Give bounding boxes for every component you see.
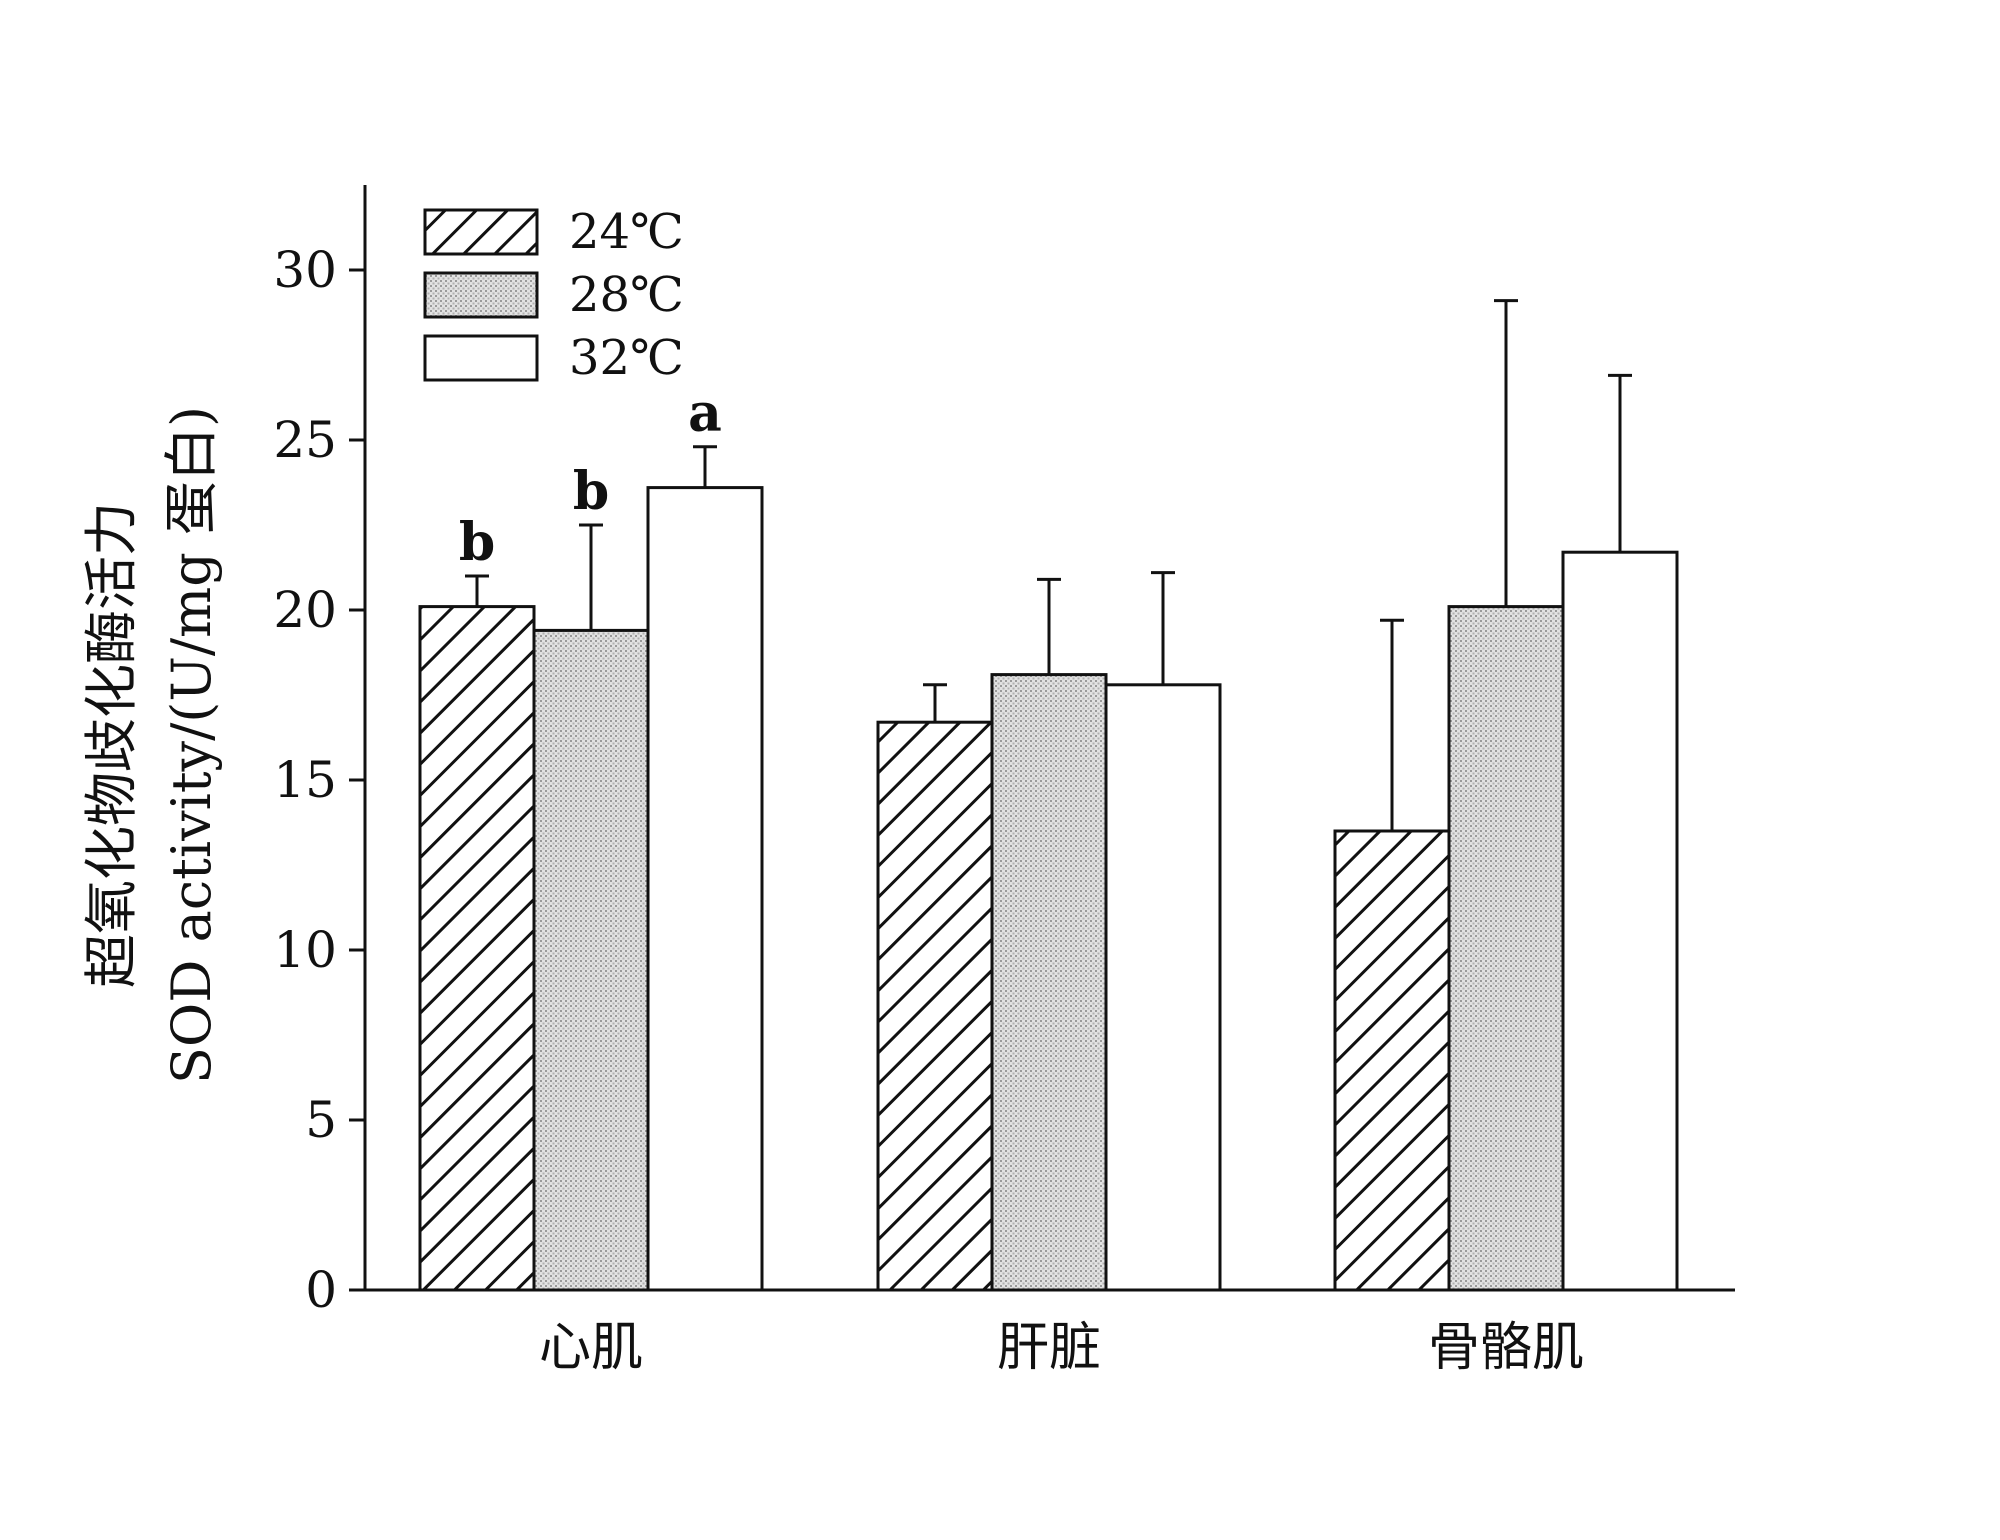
significance-letter: b [459, 512, 495, 573]
legend-swatch-0 [423, 208, 539, 256]
bar-2-1 [1447, 605, 1565, 1292]
legend-swatch-2 [423, 334, 539, 382]
bar-0-0 [418, 605, 536, 1292]
legend-label-1: 28℃ [569, 267, 684, 323]
y-tick-label: 5 [305, 1091, 337, 1149]
legend-swatch-1 [423, 271, 539, 319]
bars: b b a [418, 299, 1679, 1292]
y-tick-label: 15 [273, 751, 337, 809]
x-tick-label: 骨骼肌 [1428, 1318, 1584, 1378]
bar-1-0 [876, 720, 994, 1292]
y-tick-label: 25 [273, 411, 337, 469]
y-tick-label: 0 [305, 1261, 337, 1319]
significance-letter: b [573, 461, 609, 522]
bar-0-2 [646, 486, 764, 1292]
x-tick-label: 心肌 [539, 1318, 643, 1378]
y-axis-label-line2: SOD activity/(U/mg 蛋白) [160, 406, 223, 1084]
x-tick-labels: 心肌 肝脏 骨骼肌 [539, 1318, 1584, 1378]
y-tick-label: 30 [273, 241, 337, 299]
legend-label-2: 32℃ [569, 330, 684, 386]
bar-2-2 [1561, 550, 1679, 1292]
legend-label-0: 24℃ [569, 204, 684, 260]
x-tick-label: 肝脏 [997, 1318, 1101, 1378]
y-axis-label-line1: 超氧化物歧化酶活力 [80, 502, 143, 988]
y-ticks: 0 5 10 15 20 25 30 [273, 241, 365, 1319]
bar-0-1 [532, 628, 650, 1292]
y-tick-label: 10 [273, 921, 337, 979]
bar-1-1 [990, 673, 1108, 1292]
legend: 24℃ 28℃ 32℃ [423, 204, 684, 386]
bar-2-0 [1333, 829, 1451, 1292]
bar-1-2 [1104, 683, 1222, 1292]
y-tick-label: 20 [273, 581, 337, 639]
significance-letter: a [688, 383, 722, 444]
y-axis-label: 超氧化物歧化酶活力 SOD activity/(U/mg 蛋白) [80, 406, 223, 1084]
